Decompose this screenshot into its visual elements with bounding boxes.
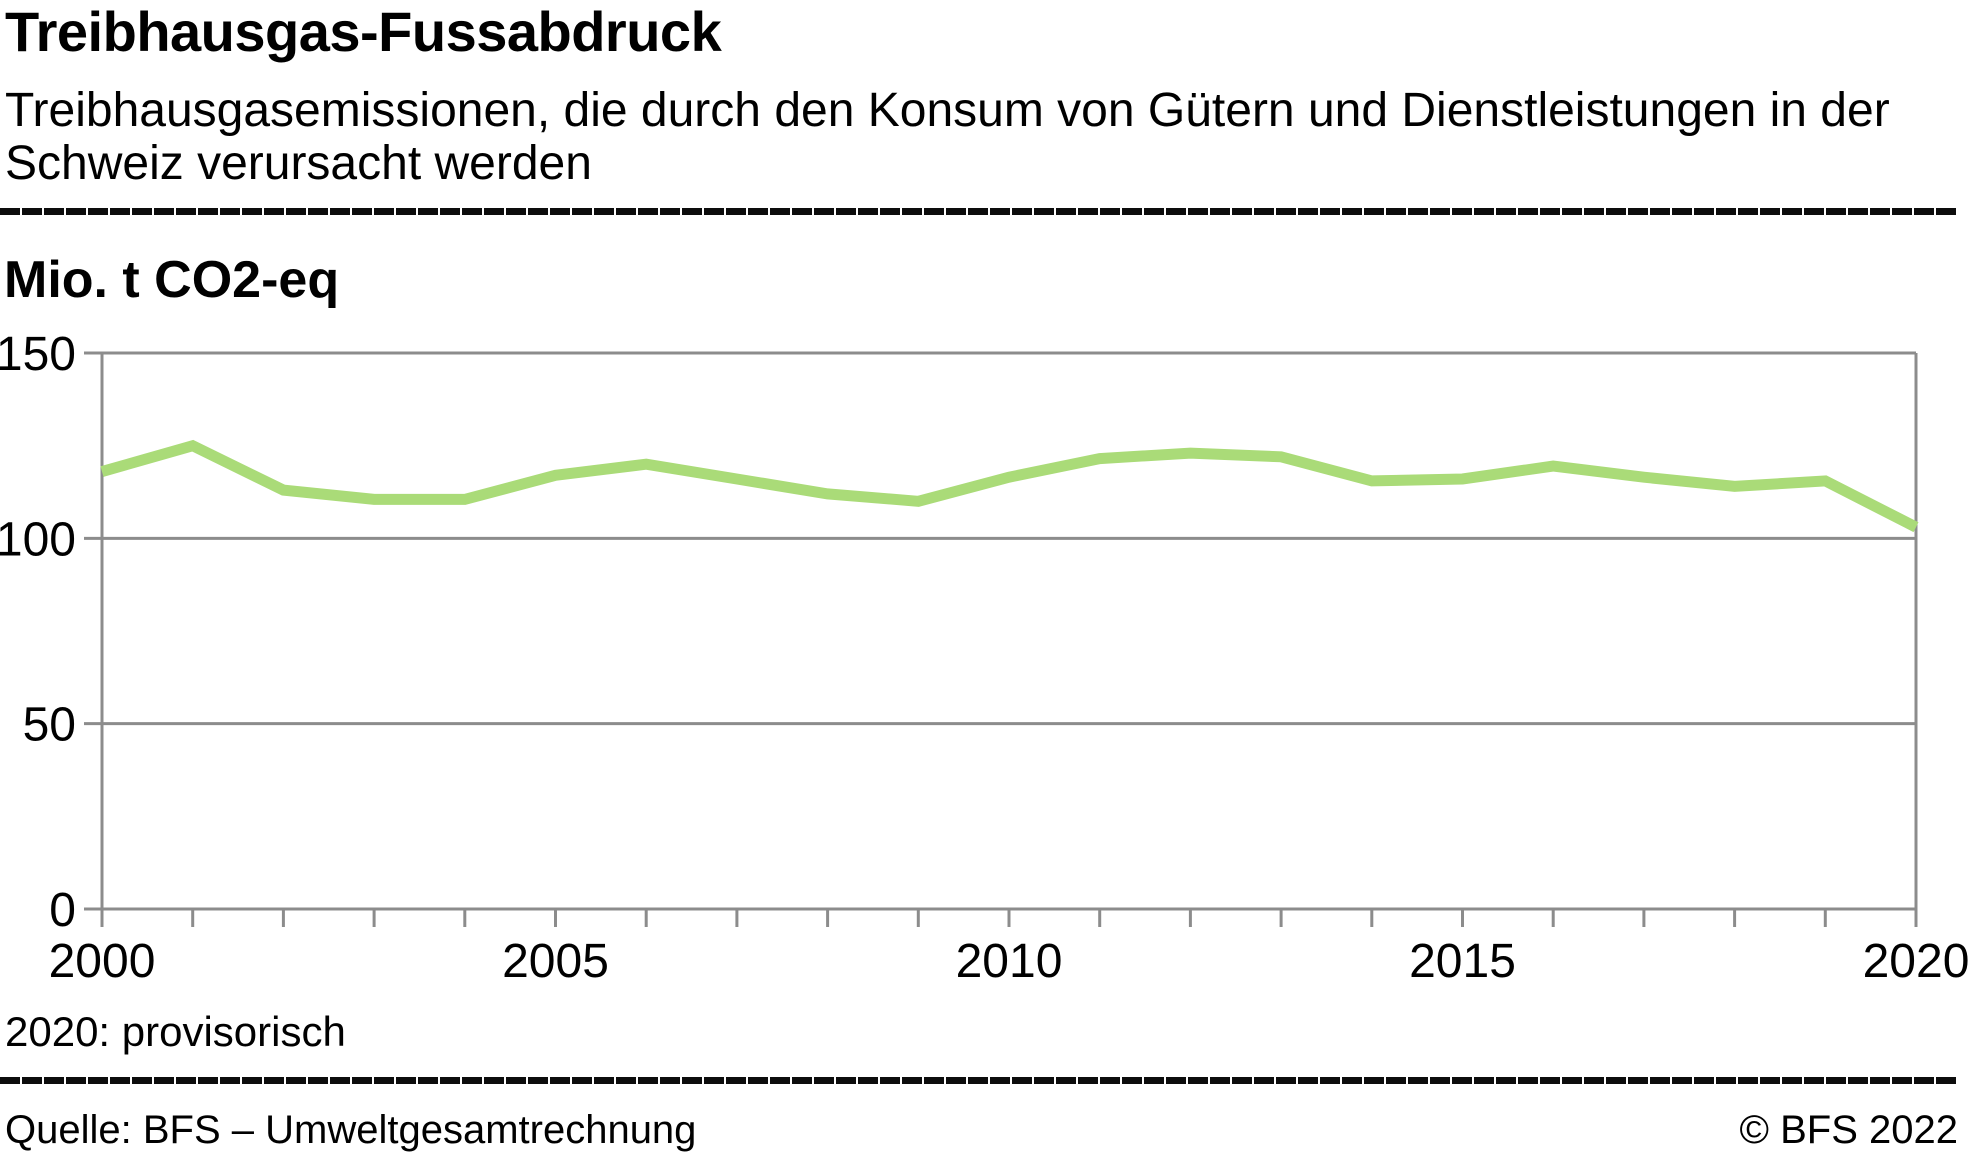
chart-footnote: 2020: provisorisch — [5, 1008, 346, 1055]
page-title: Treibhausgas-Fussabdruck — [5, 0, 722, 63]
y-tick-label: 150 — [0, 328, 76, 381]
header-divider-dashed-rule — [0, 208, 1957, 215]
x-tick-label: 2010 — [956, 935, 1063, 988]
data-line-series — [100, 439, 1919, 533]
y-axis-unit-label: Mio. t CO2-eq — [4, 251, 340, 309]
page-subtitle: Treibhausgasemissionen, die durch den Ko… — [5, 84, 1890, 190]
source-label: Quelle: BFS – Umweltgesamtrechnung — [5, 1108, 697, 1152]
x-tick-label: 2005 — [502, 935, 609, 988]
x-tick-label: 2000 — [49, 935, 156, 988]
y-tick-label: 0 — [49, 884, 76, 937]
x-tick-label: 2015 — [1409, 935, 1516, 988]
footer-divider-dashed-rule — [0, 1077, 1957, 1084]
copyright-label: © BFS 2022 — [1739, 1108, 1958, 1152]
y-tick-label: 50 — [23, 699, 76, 752]
y-tick-label: 100 — [0, 513, 76, 566]
x-tick-label: 2020 — [1863, 935, 1970, 988]
